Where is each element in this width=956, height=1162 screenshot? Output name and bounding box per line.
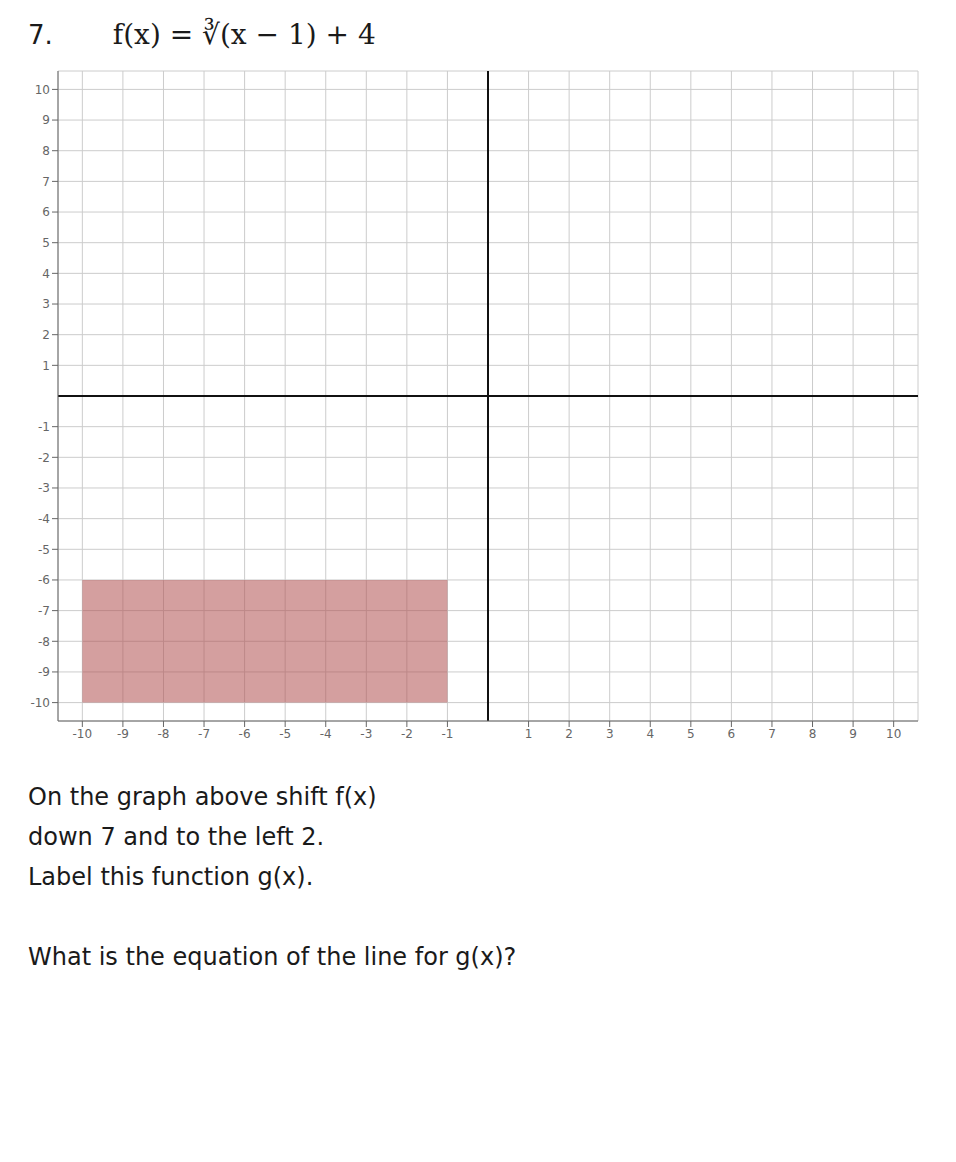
html-text:down 7 and to the left 2.: down 7 and to the left 2. — [28, 823, 325, 851]
svg-text:-3: -3 — [360, 727, 372, 741]
html-text:7.: 7. — [28, 20, 53, 50]
svg-text:-6: -6 — [38, 573, 50, 587]
svg-text:-2: -2 — [38, 451, 50, 465]
svg-text:3: 3 — [42, 297, 50, 311]
svg-text:4: 4 — [646, 727, 654, 741]
svg-text:5: 5 — [42, 236, 50, 250]
svg-text:-4: -4 — [320, 727, 332, 741]
svg-text:-3: -3 — [38, 481, 50, 495]
svg-text:5: 5 — [687, 727, 695, 741]
svg-text:1: 1 — [42, 359, 50, 373]
svg-text:2: 2 — [565, 727, 573, 741]
svg-text:1: 1 — [525, 727, 533, 741]
svg-text:-8: -8 — [157, 727, 169, 741]
svg-text:-8: -8 — [38, 635, 50, 649]
svg-text:-9: -9 — [117, 727, 129, 741]
svg-text:7: 7 — [768, 727, 776, 741]
svg-text:9: 9 — [42, 113, 50, 127]
svg-text:-10: -10 — [73, 727, 93, 741]
html-text:What is the equation of the li: What is the equation of the line for g(x… — [28, 943, 517, 971]
html-text:f(x) = ∛(x − 1) + 4: f(x) = ∛(x − 1) + 4 — [112, 18, 376, 51]
svg-text:-1: -1 — [441, 727, 453, 741]
svg-text:-6: -6 — [239, 727, 251, 741]
svg-text:-1: -1 — [38, 420, 50, 434]
svg-text:-9: -9 — [38, 665, 50, 679]
svg-text:6: 6 — [42, 205, 50, 219]
svg-text:2: 2 — [42, 328, 50, 342]
html-text:On the graph above shift f(x): On the graph above shift f(x) — [28, 783, 377, 811]
svg-text:10: 10 — [35, 83, 50, 97]
svg-text:6: 6 — [728, 727, 736, 741]
svg-text:3: 3 — [606, 727, 614, 741]
svg-text:8: 8 — [809, 727, 817, 741]
svg-text:-5: -5 — [279, 727, 291, 741]
svg-text:-7: -7 — [198, 727, 210, 741]
svg-text:-4: -4 — [38, 512, 50, 526]
svg-text:7: 7 — [42, 175, 50, 189]
svg-text:10: 10 — [886, 727, 901, 741]
svg-text:4: 4 — [42, 267, 50, 281]
svg-text:-2: -2 — [401, 727, 413, 741]
html-text:Label this function g(x).: Label this function g(x). — [28, 863, 314, 891]
svg-text:-5: -5 — [38, 543, 50, 557]
svg-text:-10: -10 — [30, 696, 50, 710]
svg-text:8: 8 — [42, 144, 50, 158]
svg-text:9: 9 — [849, 727, 857, 741]
svg-text:-7: -7 — [38, 604, 50, 618]
